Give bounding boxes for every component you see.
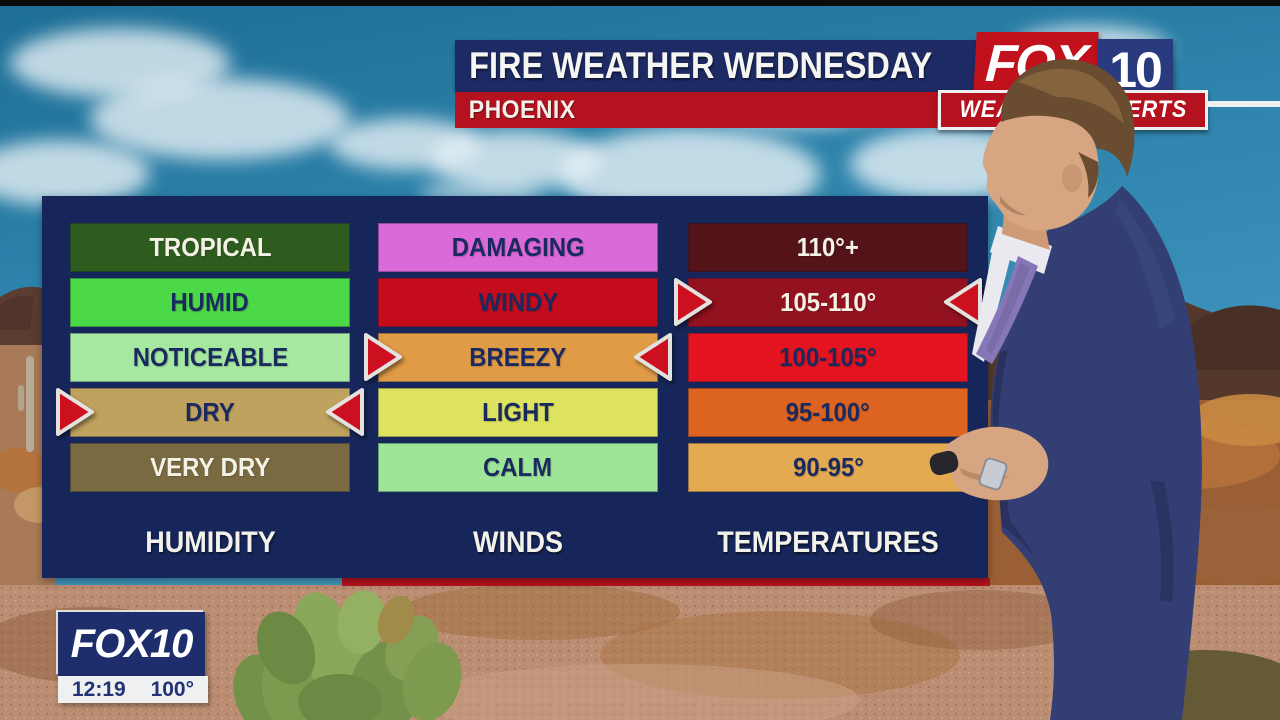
humidity-row-very-dry: VERY DRY (70, 443, 350, 492)
selection-arrow-right (630, 329, 676, 385)
temperatures-row-95-100: 95-100° (688, 388, 968, 437)
temperatures-row-90-95: 90-95° (688, 443, 968, 492)
winds-row-damaging: DAMAGING (378, 223, 658, 272)
weather-presenter (929, 59, 1202, 720)
selection-arrow-left (670, 274, 716, 330)
location-text: PHOENIX (468, 96, 576, 124)
prickly-pear-cactus (233, 590, 462, 720)
row-label: 95-100° (785, 397, 871, 427)
row-label: 90-95° (792, 452, 864, 482)
humidity-row-noticeable: NOTICEABLE (70, 333, 350, 382)
fire-weather-panel: TROPICAL HUMID NOTICEABLE DRY VERY DRY HUMIDI… (42, 196, 988, 578)
selection-arrow-left (52, 384, 98, 440)
winds-label: WINDS (473, 526, 563, 559)
winds-row-windy: WINDY (378, 278, 658, 327)
temperatures-row-110: 110°+ (688, 223, 968, 272)
location-bar: PHOENIX (455, 92, 937, 128)
humidity-column: TROPICAL HUMID NOTICEABLE DRY VERY DRY HUMIDI… (56, 223, 364, 568)
row-label: 100-105° (779, 342, 877, 372)
winds-row-breezy: BREEZY (364, 333, 672, 382)
winds-row-calm: CALM (378, 443, 658, 492)
row-label: DAMAGING (451, 232, 585, 262)
cloud (0, 140, 150, 206)
clock-time: 12:19 (72, 677, 126, 701)
row-label: DRY (185, 397, 235, 427)
humidity-label: HUMIDITY (144, 526, 276, 559)
row-label: HUMID (170, 287, 250, 317)
current-temp: 100° (150, 677, 194, 701)
temperatures-column: 110°+ 105-110° 100-105° 95-100° 90-95° TEMPER… (674, 223, 982, 568)
time-temp-strip: 12:19 100° (58, 676, 208, 703)
row-label: TROPICAL (148, 232, 272, 262)
row-label: 110°+ (796, 232, 860, 262)
winds-column: DAMAGING WINDY BREEZY LIGHT CALM WINDS (364, 223, 672, 568)
top-letterbox-bar (0, 0, 1280, 6)
temperatures-label: TEMPERATURES (717, 526, 939, 559)
humidity-row-tropical: TROPICAL (70, 223, 350, 272)
winds-row-light: LIGHT (378, 388, 658, 437)
row-label: BREEZY (469, 342, 567, 372)
row-label: VERY DRY (149, 452, 271, 482)
temperatures-row-100-105: 100-105° (688, 333, 968, 382)
selection-arrow-right (940, 274, 986, 330)
banner-accent-line (1205, 101, 1280, 107)
row-label: WINDY (478, 287, 558, 317)
row-label: NOTICEABLE (132, 342, 288, 372)
humidity-row-dry: DRY (56, 388, 364, 437)
temperatures-row-105-110: 105-110° (674, 278, 982, 327)
row-label: LIGHT (482, 397, 554, 427)
cloud (90, 78, 350, 160)
headline-text: FIRE WEATHER WEDNESDAY (469, 45, 933, 86)
humidity-row-humid: HUMID (70, 278, 350, 327)
selection-arrow-right (322, 384, 368, 440)
selection-arrow-left (360, 329, 406, 385)
panel-red-strip (342, 578, 990, 586)
row-label: CALM (483, 452, 553, 482)
station-bug: FOX10 (58, 612, 205, 676)
row-label: 105-110° (779, 287, 877, 317)
